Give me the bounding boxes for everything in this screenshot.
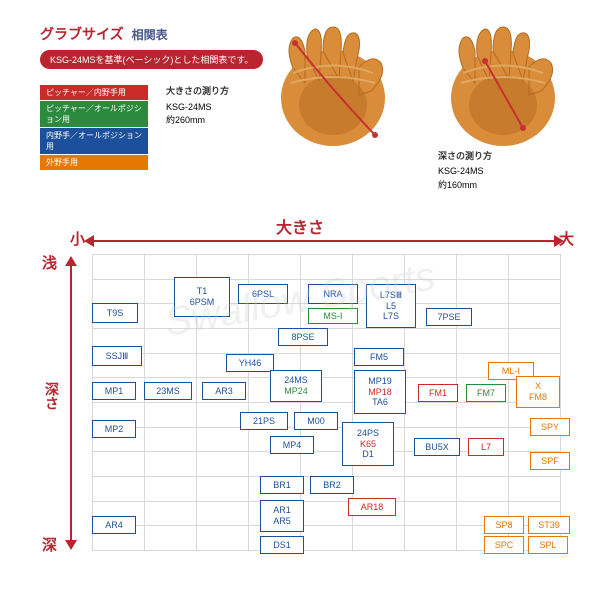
model-box: MS-Ⅰ: [308, 308, 358, 324]
model-box: 7PSE: [426, 308, 472, 326]
model-box: 24PSK65D1: [342, 422, 394, 466]
model-box: SPY: [530, 418, 570, 436]
model-box: BR1: [260, 476, 304, 494]
axis-end-deep: 深: [42, 534, 57, 555]
model-box: SSJⅢ: [92, 346, 142, 366]
model-box: XFM8: [516, 376, 560, 408]
model-box: 8PSE: [278, 328, 328, 346]
measure-title: 大きさの測り方: [166, 85, 229, 99]
legend-item: ピッチャー／内野手用: [40, 85, 148, 100]
axis-end-shallow: 浅: [42, 252, 57, 273]
legend-column: ピッチャー／内野手用ピッチャー／オールポジション用内野手／オールポジション用外野…: [40, 85, 148, 170]
measure-line: 約160mm: [438, 179, 492, 193]
model-box: SPL: [528, 536, 568, 554]
measure-depth: 深さの測り方 KSG-24MS 約160mm: [438, 150, 492, 193]
model-box: 23MS: [144, 382, 192, 400]
model-box: YH46: [226, 354, 274, 372]
measure-title: 深さの測り方: [438, 150, 492, 164]
measure-size: 大きさの測り方 KSG-24MS 約260mm: [166, 85, 229, 128]
model-box: SPF: [530, 452, 570, 470]
model-box: 21PS: [240, 412, 288, 430]
measure-line: KSG-24MS: [166, 101, 229, 115]
model-box: AR4: [92, 516, 136, 534]
legend-item: 内野手／オールポジション用: [40, 128, 148, 154]
model-box: MP2: [92, 420, 136, 438]
title-main: グラブサイズ: [40, 24, 124, 44]
axis-vertical: [70, 264, 72, 542]
model-box: FM7: [466, 384, 506, 402]
title-sub: 相関表: [132, 26, 168, 43]
axis-end-small: 小: [70, 228, 85, 249]
model-box: FM1: [418, 384, 458, 402]
model-box: 6PSL: [238, 284, 288, 304]
subtitle-pill: KSG-24MSを基準(ベーシック)とした相関表です。: [40, 50, 263, 69]
model-box: NRA: [308, 284, 358, 304]
axis-horizontal: [92, 240, 556, 242]
model-box: FM5: [354, 348, 404, 366]
model-box: SP8: [484, 516, 524, 534]
model-box: MP4: [270, 436, 314, 454]
measure-line: 約260mm: [166, 114, 229, 128]
model-box: BR2: [310, 476, 354, 494]
axis-v-label: 深さ: [42, 382, 62, 410]
legend-item: 外野手用: [40, 155, 148, 170]
model-box: ST39: [528, 516, 570, 534]
model-box: MP1: [92, 382, 136, 400]
model-box: AR3: [202, 382, 246, 400]
glove-images: 深さの測り方 KSG-24MS 約160mm: [258, 18, 578, 158]
model-box: BU5X: [414, 438, 460, 456]
model-box: T16PSM: [174, 277, 230, 317]
legend-item: ピッチャー／オールポジション用: [40, 101, 148, 127]
model-box: MP19MP18TA6: [354, 370, 406, 414]
model-box: T9S: [92, 303, 138, 323]
model-box: AR18: [348, 498, 396, 516]
glove-depth: 深さの測り方 KSG-24MS 約160mm: [428, 18, 578, 158]
model-box: L7: [468, 438, 504, 456]
model-box: 24MSMP24: [270, 370, 322, 402]
chart-grid: T9S T16PSM 6PSL NRA MS-Ⅰ 8PSE L7SⅢL5L7S 7PSE SSJ…: [92, 254, 560, 550]
model-box: M00: [294, 412, 338, 430]
model-box: AR1AR5: [260, 500, 304, 532]
axis-h-label: 大きさ: [276, 214, 324, 238]
measure-line: KSG-24MS: [438, 165, 492, 179]
model-box: DS1: [260, 536, 304, 554]
glove-size: [258, 18, 408, 158]
model-box: SPC: [484, 536, 524, 554]
model-box: L7SⅢL5L7S: [366, 284, 416, 328]
correlation-chart: 大きさ 小 大 浅 深さ 深 T9ST16PSM6PSLNRAMS-Ⅰ8PSEL…: [30, 222, 570, 562]
